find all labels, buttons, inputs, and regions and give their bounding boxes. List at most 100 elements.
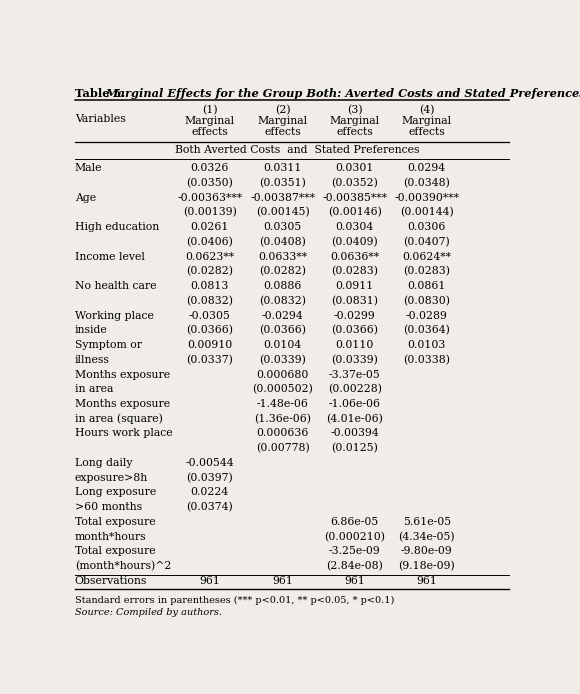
- Text: in area: in area: [75, 384, 113, 394]
- Text: 0.0636**: 0.0636**: [330, 252, 379, 262]
- Text: 5.61e-05: 5.61e-05: [403, 517, 451, 527]
- Text: (0.0339): (0.0339): [331, 355, 378, 365]
- Text: (0.0409): (0.0409): [331, 237, 378, 247]
- Text: (0.0366): (0.0366): [331, 325, 378, 335]
- Text: 0.0633**: 0.0633**: [258, 252, 307, 262]
- Text: (2.84e-08): (2.84e-08): [327, 561, 383, 571]
- Text: (0.0364): (0.0364): [403, 325, 450, 335]
- Text: -0.0294: -0.0294: [262, 310, 304, 321]
- Text: Age: Age: [75, 193, 96, 203]
- Text: (0.00144): (0.00144): [400, 208, 454, 217]
- Text: month*hours: month*hours: [75, 532, 146, 542]
- Text: Male: Male: [75, 163, 102, 173]
- Text: 961: 961: [199, 576, 220, 586]
- Text: (0.00146): (0.00146): [328, 208, 382, 217]
- Text: (0.0337): (0.0337): [186, 355, 233, 365]
- Text: 961: 961: [273, 576, 293, 586]
- Text: Months exposure: Months exposure: [75, 369, 170, 380]
- Text: Observations: Observations: [75, 576, 147, 586]
- Text: (0.0408): (0.0408): [259, 237, 306, 247]
- Text: -0.00387***: -0.00387***: [251, 193, 316, 203]
- Text: 0.0886: 0.0886: [264, 281, 302, 291]
- Text: Income level: Income level: [75, 252, 144, 262]
- Text: 0.0624**: 0.0624**: [402, 252, 451, 262]
- Text: 0.0110: 0.0110: [336, 340, 374, 350]
- Text: Marginal: Marginal: [258, 116, 308, 126]
- Text: -0.00544: -0.00544: [185, 458, 234, 468]
- Text: -0.00363***: -0.00363***: [177, 193, 242, 203]
- Text: Months exposure: Months exposure: [75, 399, 170, 409]
- Text: illness: illness: [75, 355, 110, 365]
- Text: (2): (2): [275, 105, 291, 115]
- Text: inside: inside: [75, 325, 107, 335]
- Text: -0.0299: -0.0299: [334, 310, 376, 321]
- Text: (0.00778): (0.00778): [256, 443, 310, 453]
- Text: -3.37e-05: -3.37e-05: [329, 369, 380, 380]
- Text: (0.0282): (0.0282): [186, 266, 233, 276]
- Text: effects: effects: [336, 127, 373, 137]
- Text: Long exposure: Long exposure: [75, 487, 156, 498]
- Text: (0.0397): (0.0397): [186, 473, 233, 483]
- Text: (0.0125): (0.0125): [331, 443, 378, 453]
- Text: (0.0831): (0.0831): [331, 296, 378, 306]
- Text: Symptom or: Symptom or: [75, 340, 142, 350]
- Text: 0.0224: 0.0224: [190, 487, 229, 498]
- Text: Total exposure: Total exposure: [75, 517, 155, 527]
- Text: 0.0261: 0.0261: [190, 222, 229, 232]
- Text: 0.000680: 0.000680: [257, 369, 309, 380]
- Text: (0.0830): (0.0830): [403, 296, 450, 306]
- Text: 0.0311: 0.0311: [264, 163, 302, 173]
- Text: Standard errors in parentheses (*** p<0.01, ** p<0.05, * p<0.1): Standard errors in parentheses (*** p<0.…: [75, 595, 394, 605]
- Text: (0.0352): (0.0352): [331, 178, 378, 188]
- Text: exposure>8h: exposure>8h: [75, 473, 148, 483]
- Text: (4.01e-06): (4.01e-06): [327, 414, 383, 424]
- Text: Hours work place: Hours work place: [75, 428, 172, 439]
- Text: (0.0407): (0.0407): [403, 237, 450, 247]
- Text: (4): (4): [419, 105, 434, 115]
- Text: 0.000636: 0.000636: [257, 428, 309, 439]
- Text: 0.0305: 0.0305: [264, 222, 302, 232]
- Text: -0.0289: -0.0289: [406, 310, 448, 321]
- Text: (0.000502): (0.000502): [252, 384, 313, 394]
- Text: (4.34e-05): (4.34e-05): [398, 532, 455, 542]
- Text: (0.0338): (0.0338): [403, 355, 450, 365]
- Text: (0.0282): (0.0282): [259, 266, 306, 276]
- Text: (1): (1): [202, 105, 218, 115]
- Text: -9.80e-09: -9.80e-09: [401, 546, 452, 557]
- Text: effects: effects: [191, 127, 228, 137]
- Text: (9.18e-09): (9.18e-09): [398, 561, 455, 571]
- Text: (0.0366): (0.0366): [259, 325, 306, 335]
- Text: 0.0104: 0.0104: [264, 340, 302, 350]
- Text: (3): (3): [347, 105, 362, 115]
- Text: -3.25e-09: -3.25e-09: [329, 546, 380, 557]
- Text: (0.00139): (0.00139): [183, 208, 237, 217]
- Text: >60 months: >60 months: [75, 502, 142, 512]
- Text: effects: effects: [408, 127, 445, 137]
- Text: 0.0294: 0.0294: [408, 163, 446, 173]
- Text: 0.0326: 0.0326: [190, 163, 229, 173]
- Text: 0.0623**: 0.0623**: [185, 252, 234, 262]
- Text: 0.0301: 0.0301: [336, 163, 374, 173]
- Text: No health care: No health care: [75, 281, 156, 291]
- Text: (0.0348): (0.0348): [403, 178, 450, 188]
- Text: (0.00228): (0.00228): [328, 384, 382, 394]
- Text: -0.00390***: -0.00390***: [394, 193, 459, 203]
- Text: Working place: Working place: [75, 310, 154, 321]
- Text: (0.0406): (0.0406): [186, 237, 233, 247]
- Text: Marginal: Marginal: [184, 116, 235, 126]
- Text: Variables: Variables: [75, 114, 125, 124]
- Text: Source: Compiled by authors.: Source: Compiled by authors.: [75, 607, 222, 616]
- Text: (0.0832): (0.0832): [259, 296, 306, 306]
- Text: (0.0832): (0.0832): [186, 296, 233, 306]
- Text: in area (square): in area (square): [75, 414, 162, 424]
- Text: (0.0283): (0.0283): [331, 266, 378, 276]
- Text: (0.0283): (0.0283): [403, 266, 450, 276]
- Text: 0.0306: 0.0306: [408, 222, 446, 232]
- Text: 961: 961: [416, 576, 437, 586]
- Text: 6.86e-05: 6.86e-05: [331, 517, 379, 527]
- Text: 0.0813: 0.0813: [190, 281, 229, 291]
- Text: 0.0304: 0.0304: [336, 222, 374, 232]
- Text: 0.0861: 0.0861: [408, 281, 446, 291]
- Text: Marginal Effects for the Group Both: Averted Costs and Stated Preferences: Marginal Effects for the Group Both: Ave…: [106, 87, 580, 99]
- Text: -0.00385***: -0.00385***: [322, 193, 387, 203]
